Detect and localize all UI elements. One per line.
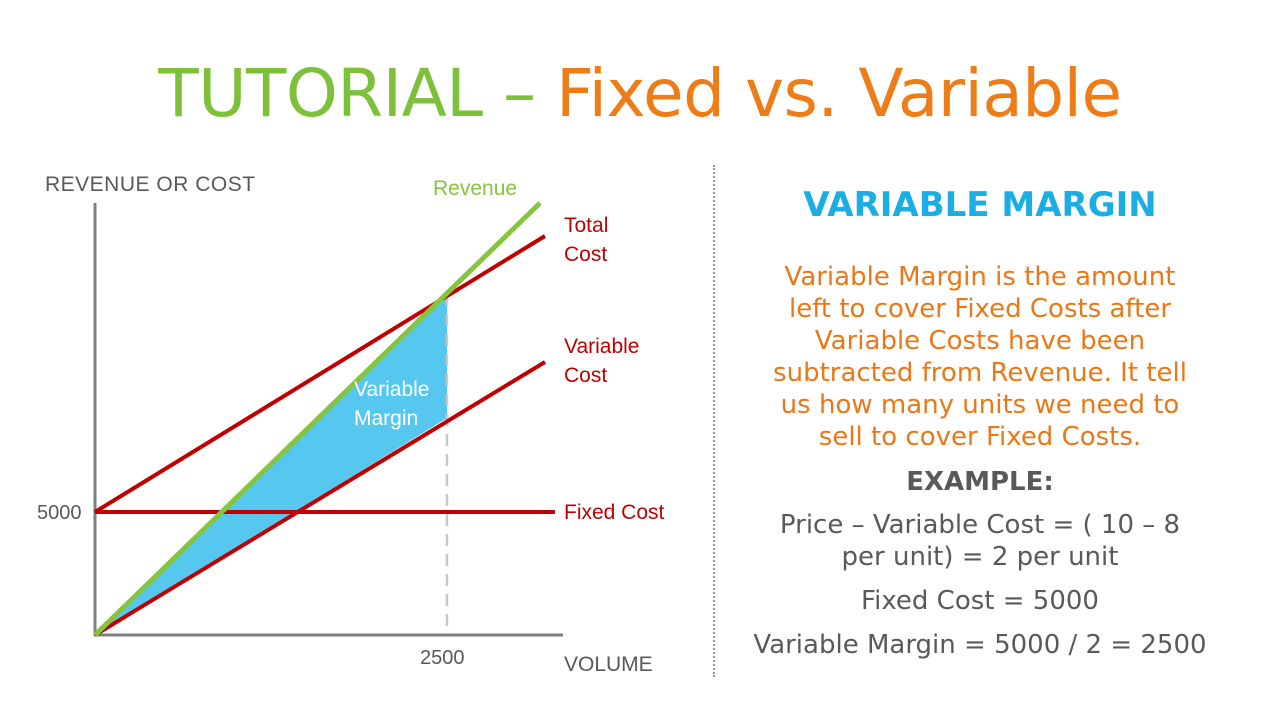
example-line-fixed-cost: Fixed Cost = 5000 [861,586,1099,616]
margin-label-line2: Margin [354,407,418,430]
example-label: EXAMPLE: [906,467,1054,497]
slide-title: TUTORIAL – Fixed vs. Variable [0,52,1280,136]
variable-cost-label-line2: Cost [564,364,607,387]
variable-cost-line [93,360,547,637]
example-line-price: Price – Variable Cost = ( 10 – 8 per uni… [779,510,1181,572]
x-axis-label: VOLUME [564,653,653,676]
y-tick-label: 5000 [37,502,82,524]
section-divider [713,165,715,677]
fixed-cost-label: Fixed Cost [564,501,665,524]
variable-cost-label-line1: Variable [564,335,640,358]
x-tick-label: 2500 [420,647,465,669]
title-part-tutorial: TUTORIAL – [158,55,556,132]
y-axis-label: REVENUE OR COST [45,173,256,196]
explanation-panel: VARIABLE MARGIN Variable Margin is the a… [730,170,1230,661]
total-cost-line [93,234,547,514]
revenue-line [93,201,542,637]
example-line-result: Variable Margin = 5000 / 2 = 2500 [753,630,1207,660]
total-cost-label-line1: Total [564,214,608,237]
revenue-label: Revenue [433,177,517,200]
panel-description: Variable Margin is the amount left to co… [773,262,1187,452]
panel-heading: VARIABLE MARGIN [803,185,1157,225]
margin-label-line1: Variable [354,378,430,401]
title-part-topic: Fixed vs. Variable [555,55,1122,132]
total-cost-label-line2: Cost [564,243,607,266]
